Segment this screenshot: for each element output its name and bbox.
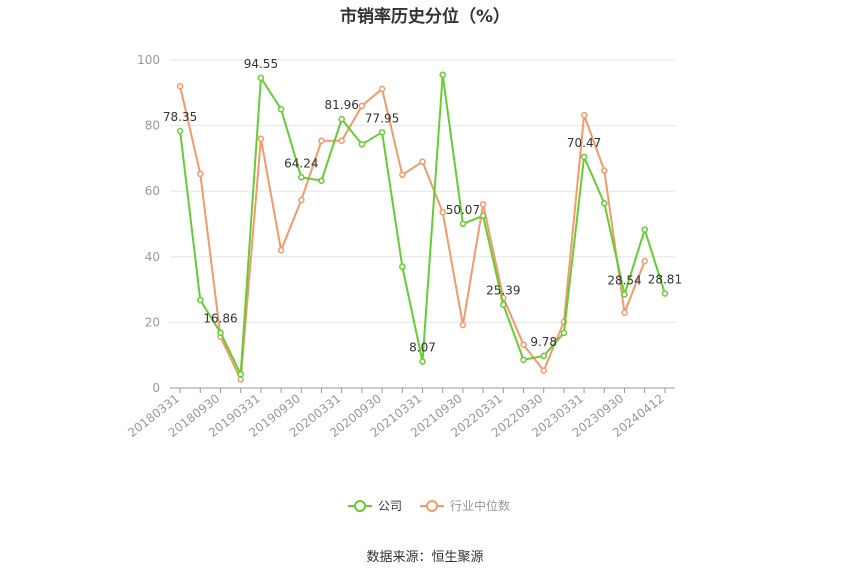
data-point[interactable] xyxy=(399,263,406,270)
series-layer xyxy=(176,71,669,383)
data-label: 50.07 xyxy=(446,203,480,217)
data-point[interactable] xyxy=(520,356,527,364)
y-tick-label: 80 xyxy=(145,119,160,133)
data-point[interactable] xyxy=(520,341,527,348)
data-label: 8.07 xyxy=(409,341,436,355)
data-label: 9.78 xyxy=(530,335,557,349)
data-point[interactable] xyxy=(358,141,366,148)
data-point[interactable] xyxy=(580,111,588,119)
data-label: 28.54 xyxy=(607,273,641,287)
data-point[interactable] xyxy=(257,135,265,142)
data-point[interactable] xyxy=(176,82,184,90)
legend-label: 公司 xyxy=(378,499,402,513)
data-point[interactable] xyxy=(197,296,204,304)
data-point[interactable] xyxy=(176,127,184,135)
data-point[interactable] xyxy=(298,196,305,204)
grid-layer xyxy=(170,59,675,323)
y-tick-label: 100 xyxy=(137,53,160,67)
data-point[interactable] xyxy=(500,301,507,308)
data-point[interactable] xyxy=(540,367,547,374)
legend-item-0[interactable]: 公司 xyxy=(348,499,402,513)
data-point[interactable] xyxy=(641,226,648,233)
data-label: 25.39 xyxy=(486,284,520,298)
data-label-layer: 78.35 16.86 94.55 64.24 81.96 77.95 8.07 50.07 2… xyxy=(163,57,682,355)
y-tick-label: 40 xyxy=(145,250,160,264)
data-point[interactable] xyxy=(479,201,487,208)
data-point[interactable] xyxy=(661,290,669,297)
data-point[interactable] xyxy=(378,85,386,93)
data-point[interactable] xyxy=(601,167,608,174)
data-point[interactable] xyxy=(641,257,648,265)
data-point[interactable] xyxy=(217,329,224,336)
data-label: 77.95 xyxy=(365,111,399,125)
data-point[interactable] xyxy=(540,352,547,360)
data-label: 70.47 xyxy=(567,136,601,150)
legend-item-1[interactable]: 行业中位数 xyxy=(420,498,510,513)
series-line-1 xyxy=(179,86,646,381)
data-point[interactable] xyxy=(338,137,345,144)
data-label: 28.81 xyxy=(648,273,682,287)
data-point[interactable] xyxy=(318,137,325,144)
data-point[interactable] xyxy=(257,74,265,82)
legend[interactable]: 公司 行业中位数 xyxy=(348,498,510,513)
y-tick-label: 60 xyxy=(145,184,160,198)
data-point[interactable] xyxy=(479,212,487,220)
data-point[interactable] xyxy=(197,170,204,178)
data-point[interactable] xyxy=(237,376,244,383)
legend-label: 行业中位数 xyxy=(450,498,510,513)
data-point[interactable] xyxy=(439,71,446,79)
data-label: 94.55 xyxy=(244,57,278,71)
data-point[interactable] xyxy=(378,129,386,136)
source-text: 数据来源：恒生聚源 xyxy=(366,550,484,565)
chart-title: 市销率历史分位（%） xyxy=(339,7,511,27)
data-point[interactable] xyxy=(338,115,345,123)
legend-swatch-marker xyxy=(426,500,438,512)
data-point[interactable] xyxy=(459,321,467,329)
data-point[interactable] xyxy=(419,158,426,165)
y-tick-label: 0 xyxy=(152,381,160,395)
data-point[interactable] xyxy=(277,105,285,113)
data-point[interactable] xyxy=(560,329,568,337)
legend-swatch-marker xyxy=(354,500,366,512)
data-label: 81.96 xyxy=(325,98,359,112)
y-tick-label: 20 xyxy=(145,315,160,329)
data-point[interactable] xyxy=(237,370,244,378)
data-point[interactable] xyxy=(621,309,628,316)
data-point[interactable] xyxy=(419,358,426,365)
data-point[interactable] xyxy=(399,171,406,179)
data-point[interactable] xyxy=(580,153,588,161)
data-point[interactable] xyxy=(601,200,608,207)
data-point[interactable] xyxy=(277,246,285,254)
data-label: 64.24 xyxy=(284,156,318,170)
data-point[interactable] xyxy=(621,291,628,298)
data-label: 78.35 xyxy=(163,110,197,124)
data-point[interactable] xyxy=(358,102,366,110)
data-point[interactable] xyxy=(459,220,467,228)
data-point[interactable] xyxy=(298,174,305,181)
data-point[interactable] xyxy=(439,208,446,216)
data-point[interactable] xyxy=(318,177,325,184)
data-label: 16.86 xyxy=(203,312,237,326)
